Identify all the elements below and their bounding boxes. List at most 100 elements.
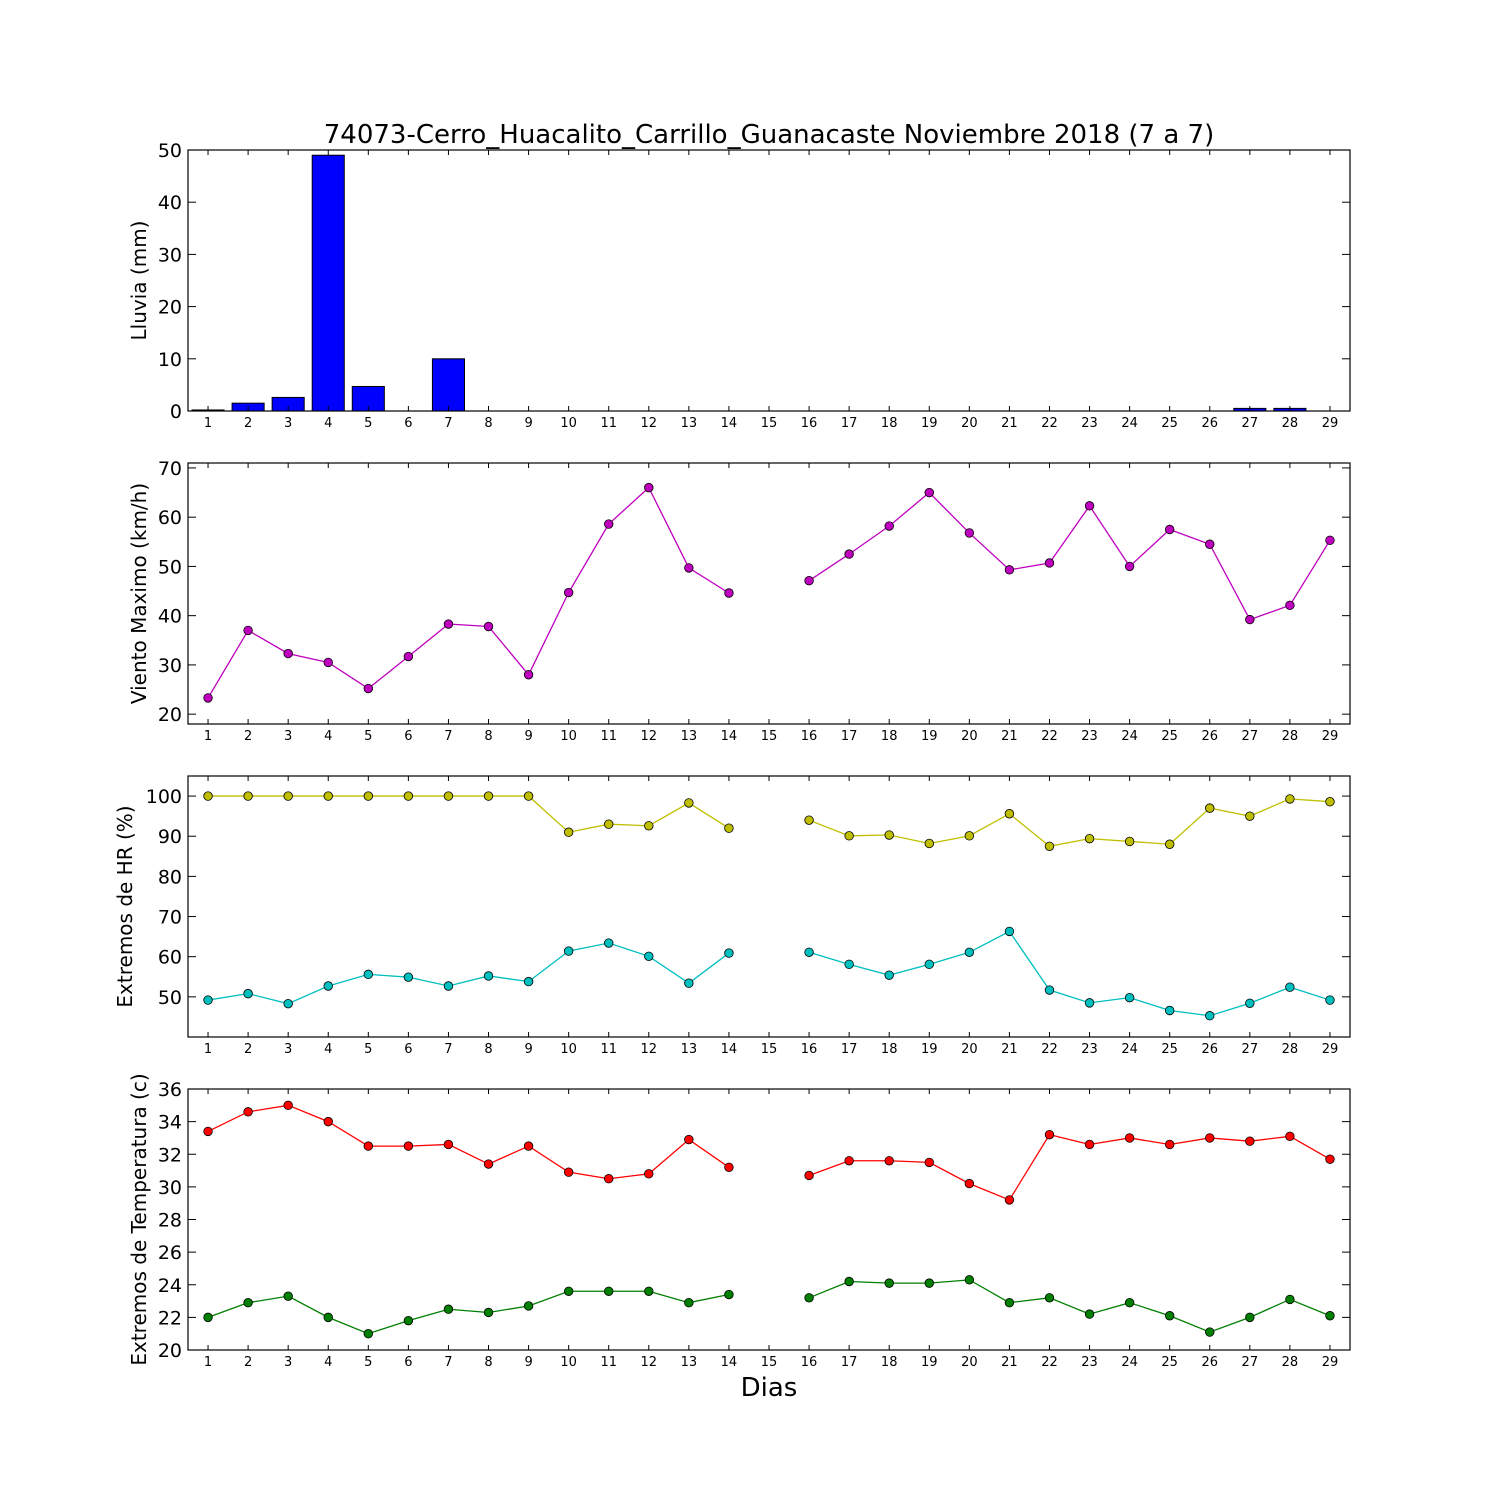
x-tick-label: 28	[1282, 416, 1299, 431]
series-2-point-day-27	[1245, 998, 1255, 1008]
series-1-point-day-26	[1205, 1133, 1215, 1143]
x-tick-label: 22	[1041, 1042, 1058, 1057]
series-2-point-day-10	[563, 946, 574, 956]
series-2-point-day-7	[443, 1304, 454, 1314]
x-tick-label: 18	[881, 1355, 898, 1370]
x-tick-label: 4	[324, 1042, 332, 1057]
x-tick-label: 4	[324, 1355, 332, 1370]
series-1-point-day-19	[924, 1157, 934, 1168]
x-tick-label: 27	[1242, 1355, 1259, 1370]
series-1-point-day-2	[243, 1107, 253, 1117]
x-tick-label: 2	[244, 729, 252, 744]
x-tick-label: 18	[881, 1042, 898, 1057]
x-tick-label: 12	[641, 1042, 658, 1057]
series-1-point-day-12	[644, 1169, 654, 1179]
y-tick-label: 32	[158, 1144, 182, 1166]
x-tick-label: 24	[1121, 1042, 1138, 1057]
series-2-point-day-27	[1245, 1312, 1255, 1323]
plot-area	[203, 482, 1335, 703]
x-tick-label: 16	[801, 1042, 818, 1057]
x-tick-label: 28	[1282, 1042, 1299, 1057]
y-tick-label: 26	[158, 1242, 182, 1264]
y-tick-label: 10	[158, 349, 182, 371]
x-tick-label: 28	[1282, 1355, 1299, 1370]
series-1-point-day-7	[443, 1139, 454, 1150]
x-tick-label: 20	[961, 729, 978, 744]
bar-day-4	[311, 154, 345, 412]
x-tick-label: 25	[1161, 1355, 1178, 1370]
x-tick-label: 7	[444, 1042, 452, 1057]
series-1-point-day-24	[1124, 1133, 1135, 1143]
series-1-point-day-8	[483, 1159, 494, 1169]
x-tick-label: 17	[841, 1355, 858, 1370]
series-1-point-day-22	[1044, 1129, 1055, 1140]
x-tick-label: 6	[404, 729, 412, 744]
x-tick-label: 5	[364, 1355, 372, 1370]
y-axis-label: Extremos de Temperatura (c)	[127, 1073, 151, 1365]
series-1-point-day-4	[323, 791, 333, 801]
x-tick-label: 24	[1121, 1355, 1138, 1370]
series-1-point-day-20	[964, 1178, 975, 1189]
x-tick-label: 15	[761, 729, 778, 744]
series-1-point-day-1	[203, 693, 213, 703]
y-tick-label: 60	[158, 947, 182, 969]
x-tick-label: 25	[1161, 729, 1178, 744]
y-axis-label: Lluvia (mm)	[127, 221, 151, 341]
x-tick-label: 8	[484, 1042, 492, 1057]
y-tick-label: 80	[158, 866, 182, 888]
series-1-line	[808, 491, 1331, 621]
series-1-point-day-7	[443, 619, 454, 629]
series-2-line	[207, 1290, 730, 1335]
x-tick-label: 14	[721, 1355, 738, 1370]
x-tick-label: 11	[600, 729, 617, 744]
x-tick-label: 7	[444, 416, 452, 431]
series-1-point-day-18	[884, 521, 894, 531]
series-1-point-day-6	[403, 1141, 414, 1151]
x-tick-label: 21	[1001, 416, 1018, 431]
series-2-point-day-24	[1124, 1297, 1135, 1308]
series-2-point-day-1	[203, 995, 213, 1005]
x-tick-label: 18	[881, 729, 898, 744]
x-tick-label: 19	[921, 416, 938, 431]
y-axis-label: Extremos de HR (%)	[113, 805, 137, 1007]
y-tick-label: 70	[158, 458, 182, 480]
x-tick-label: 13	[681, 1355, 698, 1370]
series-2-point-day-23	[1084, 1309, 1095, 1319]
x-tick-label: 10	[560, 1042, 577, 1057]
x-tick-label: 9	[524, 1355, 532, 1370]
series-1-point-day-25	[1164, 839, 1175, 849]
x-tick-label: 3	[284, 729, 292, 744]
y-tick-label: 30	[158, 655, 182, 677]
series-1-point-day-7	[443, 791, 454, 801]
series-1-point-day-11	[604, 819, 614, 829]
x-tick-label: 12	[641, 1355, 658, 1370]
series-1-point-day-16	[804, 815, 814, 825]
series-1-point-day-17	[844, 831, 854, 841]
series-1-point-day-2	[243, 791, 253, 801]
x-tick-label: 9	[524, 729, 532, 744]
series-2-point-day-2	[243, 1297, 253, 1308]
series-2-line	[808, 930, 1331, 1017]
series-1-point-day-16	[804, 1170, 814, 1181]
series-1-point-day-1	[203, 1126, 213, 1137]
series-1-point-day-5	[363, 791, 374, 801]
series-2-point-day-3	[283, 1291, 293, 1301]
series-1-point-day-16	[804, 576, 814, 586]
series-1-point-day-10	[563, 587, 574, 598]
series-1-point-day-13	[684, 563, 694, 573]
x-tick-label: 27	[1242, 729, 1259, 744]
series-1-point-day-4	[323, 657, 333, 668]
x-tick-label: 20	[961, 416, 978, 431]
x-tick-label: 2	[244, 416, 252, 431]
x-tick-label: 1	[204, 729, 212, 744]
series-1-point-day-12	[644, 821, 654, 831]
series-2-point-day-21	[1004, 1297, 1015, 1308]
y-tick-label: 30	[158, 244, 182, 266]
x-tick-label: 13	[681, 416, 698, 431]
x-tick-label: 5	[364, 729, 372, 744]
series-1-point-day-17	[844, 1156, 854, 1166]
series-2-point-day-8	[483, 1307, 494, 1318]
series-2-point-day-13	[684, 978, 694, 988]
x-tick-label: 17	[841, 1042, 858, 1057]
